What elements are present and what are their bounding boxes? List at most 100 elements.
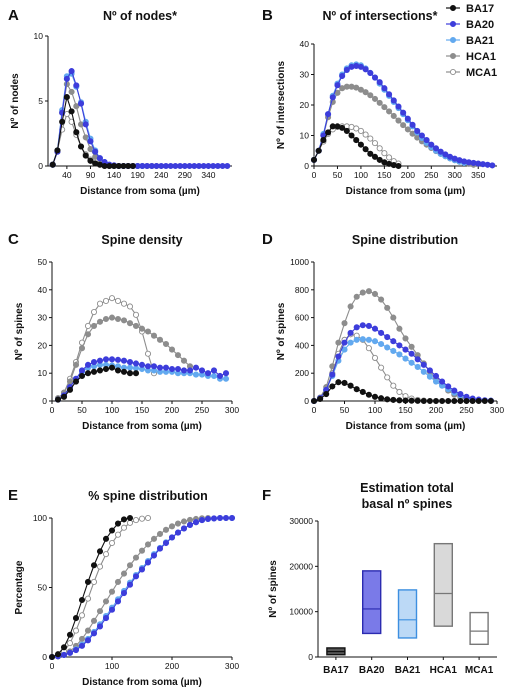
data-point-mca1 bbox=[144, 350, 152, 357]
data-point-ba17 bbox=[396, 397, 403, 404]
legend-item-ba20: BA20 bbox=[446, 19, 494, 31]
data-point-mca1 bbox=[384, 374, 391, 381]
data-point-ba20 bbox=[156, 545, 164, 552]
data-point-ba20 bbox=[390, 338, 397, 345]
data-point-ba21 bbox=[353, 336, 360, 343]
data-point-ba21 bbox=[192, 371, 200, 378]
data-point-ba17 bbox=[96, 548, 104, 555]
data-point-ba20 bbox=[73, 82, 80, 89]
y-tick-label: 400 bbox=[295, 340, 309, 350]
y-axis-label: Nº of spines bbox=[14, 302, 25, 360]
data-point-ba17 bbox=[348, 132, 355, 139]
box-ba20 bbox=[362, 570, 382, 635]
data-point-mca1 bbox=[90, 578, 98, 585]
data-point-hca1 bbox=[138, 325, 146, 332]
data-point-ba20 bbox=[426, 367, 433, 374]
data-point-ba20 bbox=[132, 573, 140, 580]
x-tick-label: 90 bbox=[86, 170, 96, 180]
data-point-ba20 bbox=[409, 121, 416, 128]
data-point-ba20 bbox=[224, 162, 231, 170]
x-axis-label: Distance from soma (µm) bbox=[346, 186, 466, 197]
data-point-mca1 bbox=[367, 135, 374, 142]
data-point-hca1 bbox=[68, 88, 75, 95]
y-tick-label: 20 bbox=[38, 340, 48, 350]
data-point-hca1 bbox=[162, 526, 170, 533]
data-point-mca1 bbox=[120, 524, 128, 531]
data-point-hca1 bbox=[347, 303, 354, 310]
x-axis-label: Distance from soma (µm) bbox=[82, 677, 202, 688]
x-axis-label: Distance from soma (µm) bbox=[82, 421, 202, 432]
data-point-ba17 bbox=[102, 365, 110, 373]
data-point-ba20 bbox=[78, 642, 86, 649]
data-point-ba20 bbox=[222, 514, 230, 522]
data-point-ba17 bbox=[66, 631, 74, 638]
data-point-ba20 bbox=[390, 97, 397, 104]
data-point-ba20 bbox=[84, 637, 92, 644]
data-point-ba20 bbox=[365, 322, 372, 329]
data-point-ba20 bbox=[423, 137, 430, 144]
data-point-hca1 bbox=[335, 339, 342, 346]
x-tick-label: 100 bbox=[105, 405, 119, 415]
data-point-ba20 bbox=[60, 651, 68, 658]
data-point-ba17 bbox=[72, 378, 80, 385]
data-point-ba20 bbox=[442, 151, 449, 158]
box-hca1 bbox=[433, 542, 453, 627]
data-point-mca1 bbox=[362, 131, 369, 138]
legend: BA17 BA20 BA21 HCA1 MCA1 bbox=[446, 3, 497, 79]
data-point-ba17 bbox=[310, 397, 318, 405]
panel-label: A bbox=[8, 7, 19, 24]
data-point-ba20 bbox=[138, 566, 146, 573]
x-tick-label: 50 bbox=[333, 170, 343, 180]
x-tick-label: 150 bbox=[398, 405, 412, 415]
box-ba17 bbox=[326, 647, 346, 656]
data-point-hca1 bbox=[357, 86, 364, 93]
data-point-hca1 bbox=[150, 332, 158, 339]
x-tick-label: 40 bbox=[62, 170, 72, 180]
data-point-ba17 bbox=[384, 396, 391, 403]
y-tick-label: 1000 bbox=[290, 257, 309, 267]
data-point-mca1 bbox=[96, 563, 104, 570]
y-axis-label: Nº of nodes bbox=[10, 73, 21, 129]
data-point-hca1 bbox=[96, 608, 104, 615]
data-point-hca1 bbox=[162, 340, 170, 348]
box-range-mca1 bbox=[469, 611, 489, 646]
data-point-mca1 bbox=[78, 612, 86, 619]
data-point-ba20 bbox=[114, 356, 122, 363]
x-tick-label: 250 bbox=[424, 170, 438, 180]
data-point-mca1 bbox=[390, 382, 397, 389]
data-point-ba20 bbox=[108, 606, 116, 613]
data-point-hca1 bbox=[395, 117, 402, 124]
data-point-hca1 bbox=[174, 520, 182, 527]
data-point-ba20 bbox=[228, 514, 236, 522]
data-point-ba17 bbox=[432, 397, 440, 405]
data-point-ba21 bbox=[396, 351, 403, 358]
data-point-ba17 bbox=[78, 372, 86, 380]
chart-title: Spine distribution bbox=[352, 233, 458, 247]
data-point-ba17 bbox=[439, 397, 446, 405]
data-point-hca1 bbox=[132, 322, 140, 329]
data-point-ba20 bbox=[126, 581, 134, 588]
panel-b: B Nº of intersections*0 50 100 150 200 250 300 3… bbox=[262, 7, 497, 197]
data-point-ba17 bbox=[49, 161, 56, 168]
data-point-ba17 bbox=[451, 397, 458, 405]
y-tick-label: 0 bbox=[304, 396, 309, 406]
y-tick-label: 10000 bbox=[289, 607, 313, 617]
legend-item-hca1: HCA1 bbox=[446, 51, 496, 63]
y-tick-label: 30000 bbox=[289, 516, 313, 526]
data-point-hca1 bbox=[72, 361, 80, 368]
data-point-ba20 bbox=[404, 115, 411, 122]
data-point-mca1 bbox=[102, 297, 110, 304]
data-point-ba20 bbox=[216, 372, 224, 380]
data-point-ba17 bbox=[371, 393, 379, 400]
data-point-hca1 bbox=[144, 328, 152, 335]
data-point-ba20 bbox=[114, 598, 122, 605]
data-point-ba20 bbox=[335, 353, 342, 360]
data-point-hca1 bbox=[126, 320, 134, 327]
series-ba21 bbox=[48, 514, 236, 661]
data-point-ba20 bbox=[414, 127, 421, 134]
data-point-ba20 bbox=[144, 559, 152, 566]
data-point-mca1 bbox=[126, 303, 134, 310]
data-point-hca1 bbox=[144, 541, 152, 548]
data-point-mca1 bbox=[132, 311, 140, 318]
series-ba17 bbox=[310, 379, 494, 405]
